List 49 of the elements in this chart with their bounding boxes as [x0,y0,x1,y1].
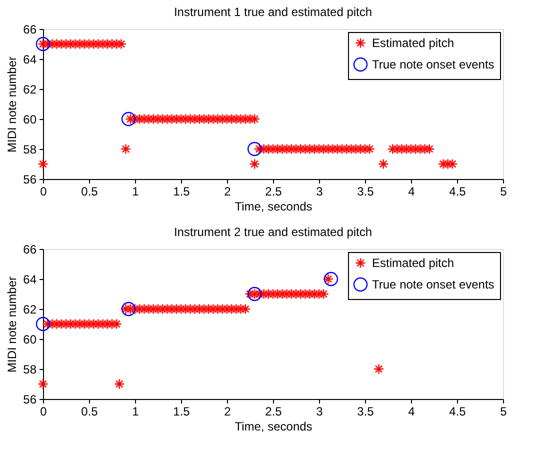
legend-label: Estimated pitch [372,36,454,50]
y-tick-label: 58 [23,362,37,376]
x-tick-label: 2 [224,184,232,198]
x-tick-label: 4.5 [449,184,466,198]
x-tick-label: 4 [408,184,416,198]
point [324,272,338,286]
y-tick-label: 62 [23,82,37,96]
y-axis-title: MIDI note number [5,276,20,373]
x-tick-label: 5 [500,184,508,198]
point [121,302,136,316]
point [121,112,136,126]
x-tick-label: 1.5 [173,184,190,198]
y-tick-label: 56 [23,392,37,406]
x-axis-title: Time, seconds [234,420,312,434]
x-axis-title: Time, seconds [234,200,312,214]
y-tick-label: 66 [23,22,37,36]
x-tick-label: 2 [224,404,232,418]
point [247,142,262,156]
legend-label: True note onset events [372,58,494,72]
x-tick-label: 3.5 [357,184,374,198]
x-tick-label: 3.5 [357,404,374,418]
y-tick-label: 64 [23,52,37,66]
y-tick-label: 66 [23,242,37,256]
y-tick-label: 60 [23,332,37,346]
x-tick-label: 0 [40,404,48,418]
x-tick-label: 0.5 [81,404,98,418]
x-tick-label: 3 [316,404,324,418]
x-tick-label: 4.5 [449,404,466,418]
chart-title: Instrument 2 true and estimated pitch [174,225,372,239]
x-tick-label: 0.5 [81,184,98,198]
y-tick-label: 60 [23,112,37,126]
point [36,316,50,332]
x-tick-label: 2.5 [265,184,282,198]
y-tick-label: 58 [23,142,37,156]
y-axis-title: MIDI note number [5,56,20,153]
y-tick-label: 64 [23,272,37,286]
legend-label: Estimated pitch [372,256,454,270]
x-tick-label: 1 [132,184,140,198]
x-tick-label: 2.5 [265,404,282,418]
x-tick-label: 4 [408,404,416,418]
x-tick-label: 3 [316,184,324,198]
y-tick-label: 62 [23,302,37,316]
legend-label: True note onset events [372,278,494,292]
x-tick-label: 5 [500,404,508,418]
x-tick-label: 1 [132,404,140,418]
x-tick-label: 1.5 [173,404,190,418]
y-tick-label: 56 [23,172,37,186]
chart-title: Instrument 1 true and estimated pitch [174,5,372,19]
x-tick-label: 0 [40,184,48,198]
